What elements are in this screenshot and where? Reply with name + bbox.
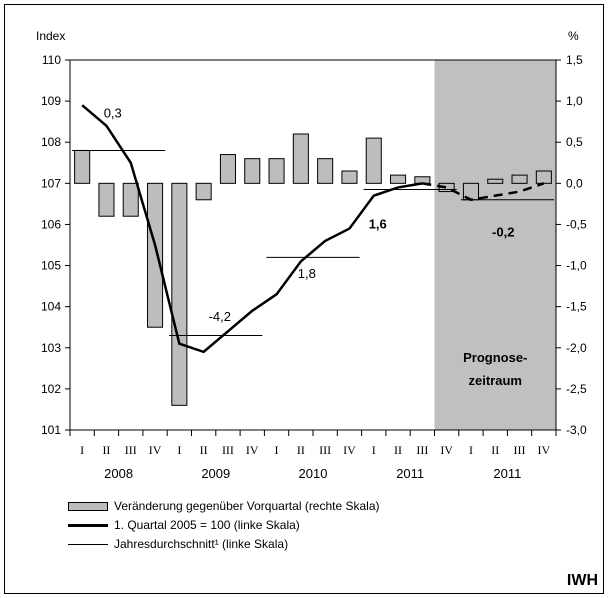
- index-chart: Prognose-zeitraum 110 109 108 107 106 105 104 10…: [36, 29, 587, 481]
- bar: [414, 176, 431, 184]
- right-axis-tick-label: -3,0: [566, 423, 587, 437]
- year-label: 2011: [396, 466, 424, 481]
- quarter-label: III: [222, 443, 234, 457]
- bar: [535, 170, 552, 184]
- legend-swatch-annual-average: [68, 544, 108, 545]
- legend-label-bars: Veränderung gegenüber Vorquartal (rechte…: [114, 499, 380, 513]
- right-axis-tick-label: 1,5: [566, 53, 583, 67]
- bar: [317, 158, 334, 184]
- bar: [390, 174, 407, 184]
- legend-label-annual-average: Jahresdurchschnitt¹ (linke Skala): [114, 537, 289, 551]
- right-axis-tick-label: 0,5: [566, 135, 583, 149]
- right-axis-tick-label: -0,5: [566, 217, 587, 231]
- quarter-label: IV: [440, 443, 453, 457]
- year-label: 2008: [104, 466, 133, 481]
- forecast-label-line2: zeitraum: [469, 373, 522, 388]
- forecast-label-line1: Prognose-: [463, 350, 527, 365]
- quarter-label: III: [514, 443, 526, 457]
- quarter-label: I: [469, 443, 473, 457]
- quarter-label: I: [177, 443, 181, 457]
- quarter-label: III: [416, 443, 428, 457]
- quarter-label: IV: [343, 443, 356, 457]
- quarter-label: I: [275, 443, 279, 457]
- bar: [244, 158, 261, 184]
- quarter-label: IV: [246, 443, 259, 457]
- left-axis-tick-label: 103: [41, 341, 61, 355]
- left-axis-tick-label: 107: [41, 176, 61, 190]
- year-label: 2010: [299, 466, 328, 481]
- left-axis-tick-label: 110: [42, 53, 61, 67]
- quarter-label: II: [394, 443, 402, 457]
- left-axis-tick-label: 101: [41, 423, 61, 437]
- quarter-label: I: [80, 443, 84, 457]
- bar: [122, 182, 139, 217]
- left-axis-tick-label: 104: [41, 300, 61, 314]
- left-axis-label: Index: [36, 29, 65, 43]
- annotation: 1,8: [298, 266, 316, 281]
- bar: [74, 149, 91, 184]
- quarter-label: III: [125, 443, 137, 457]
- right-axis-tick-label: -2,5: [566, 382, 587, 396]
- bar: [98, 182, 115, 217]
- left-axis-tick-label: 109: [41, 94, 61, 108]
- brand-logo-text: IWH: [566, 572, 598, 589]
- quarter-label: II: [102, 443, 110, 457]
- year-label: 2011: [493, 466, 521, 481]
- bar: [171, 182, 188, 406]
- legend-label-index-line: 1. Quartal 2005 = 100 (linke Skala): [114, 518, 300, 532]
- annotation: -0,2: [492, 225, 514, 240]
- bar: [195, 182, 212, 201]
- quarter-label: II: [200, 443, 208, 457]
- year-label: 2009: [201, 466, 230, 481]
- index-line: [81, 104, 423, 354]
- bar: [487, 178, 504, 184]
- bar: [341, 170, 358, 184]
- left-axis-tick-label: 108: [41, 135, 61, 149]
- annotation: 1,6: [369, 216, 387, 231]
- quarter-label: III: [319, 443, 331, 457]
- quarter-label: I: [372, 443, 376, 457]
- annotation: -4,2: [209, 309, 231, 324]
- bar: [292, 133, 309, 184]
- forecast-area: [434, 60, 556, 430]
- quarter-label: II: [297, 443, 305, 457]
- bar: [511, 174, 528, 184]
- annotation: 0,3: [104, 106, 122, 121]
- quarter-label: II: [491, 443, 499, 457]
- left-axis-tick-label: 106: [41, 217, 61, 231]
- right-axis-tick-label: 0,0: [566, 176, 583, 190]
- right-axis-label: %: [568, 29, 579, 43]
- right-axis-tick-label: -2,0: [566, 341, 587, 355]
- bar: [438, 182, 455, 193]
- quarter-label: IV: [538, 443, 551, 457]
- legend-swatch-bars: [68, 502, 108, 511]
- bar: [268, 158, 285, 184]
- bar: [219, 154, 236, 184]
- legend-swatch-index-line: [68, 524, 108, 527]
- right-axis-tick-label: -1,0: [566, 259, 587, 273]
- right-axis-tick-label: -1,5: [566, 300, 587, 314]
- chart-frame: [4, 4, 604, 594]
- bar: [365, 137, 382, 184]
- right-axis-tick-label: 1,0: [566, 94, 583, 108]
- index-line-forecast: [422, 182, 545, 202]
- left-axis-tick-label: 102: [41, 382, 61, 396]
- quarter-label: IV: [149, 443, 162, 457]
- left-axis-tick-label: 105: [41, 259, 61, 273]
- bar: [147, 182, 164, 328]
